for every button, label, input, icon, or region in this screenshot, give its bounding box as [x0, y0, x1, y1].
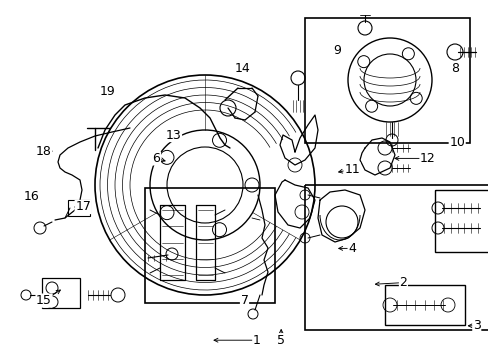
Text: 9: 9	[333, 44, 341, 57]
Text: 3: 3	[472, 319, 480, 332]
Text: 16: 16	[24, 190, 40, 203]
Text: 7: 7	[240, 294, 248, 307]
Text: 4: 4	[347, 242, 355, 255]
Bar	[68, 200, 90, 216]
Bar	[305, 185, 488, 330]
Text: 6: 6	[152, 152, 160, 165]
Text: 13: 13	[165, 129, 181, 141]
Text: 1: 1	[252, 334, 260, 347]
Bar	[145, 188, 274, 303]
Text: 2: 2	[399, 276, 407, 289]
Bar	[384, 285, 464, 325]
Text: 11: 11	[344, 163, 359, 176]
Text: 17: 17	[75, 201, 91, 213]
Text: 10: 10	[448, 136, 464, 149]
Text: 19: 19	[100, 85, 115, 98]
Bar	[434, 190, 488, 252]
Text: 8: 8	[450, 62, 458, 75]
Text: 5: 5	[277, 334, 285, 347]
Text: 18: 18	[36, 145, 52, 158]
Bar	[42, 278, 80, 308]
Text: 14: 14	[234, 62, 249, 75]
Text: 12: 12	[419, 152, 435, 165]
Text: 15: 15	[36, 294, 52, 307]
Bar	[305, 18, 469, 143]
